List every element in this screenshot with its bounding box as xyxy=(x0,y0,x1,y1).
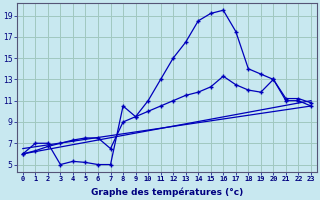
X-axis label: Graphe des températures (°c): Graphe des températures (°c) xyxy=(91,188,243,197)
